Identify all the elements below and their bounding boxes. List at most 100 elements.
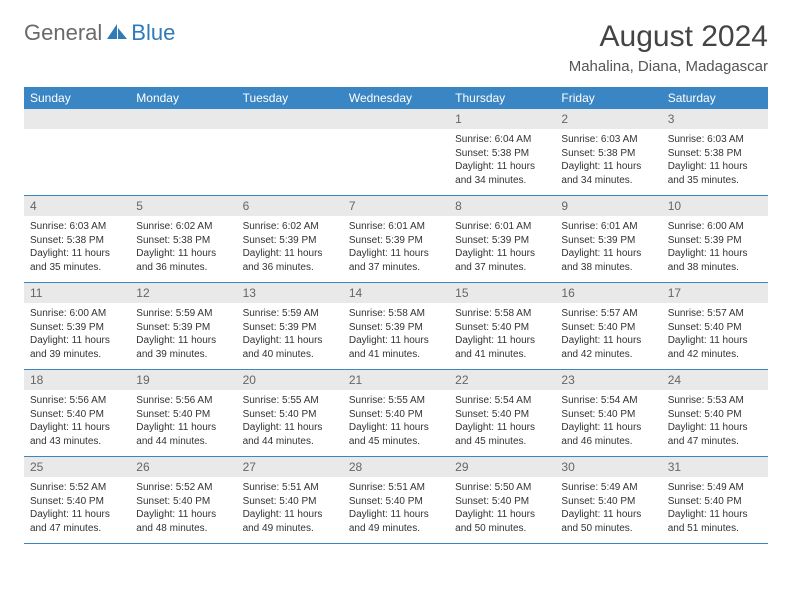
sunset-line: Sunset: 5:39 PM bbox=[455, 234, 549, 248]
day-number: 2 bbox=[555, 109, 661, 129]
day-cell: 27Sunrise: 5:51 AMSunset: 5:40 PMDayligh… bbox=[237, 457, 343, 543]
day-cell: 31Sunrise: 5:49 AMSunset: 5:40 PMDayligh… bbox=[662, 457, 768, 543]
day-cell: 22Sunrise: 5:54 AMSunset: 5:40 PMDayligh… bbox=[449, 370, 555, 456]
sunrise-line: Sunrise: 5:49 AM bbox=[561, 481, 655, 495]
day-content: Sunrise: 5:49 AMSunset: 5:40 PMDaylight:… bbox=[555, 477, 661, 541]
day-content: Sunrise: 5:59 AMSunset: 5:39 PMDaylight:… bbox=[237, 303, 343, 367]
day-cell: 10Sunrise: 6:00 AMSunset: 5:39 PMDayligh… bbox=[662, 196, 768, 282]
daylight-line: Daylight: 11 hours and 41 minutes. bbox=[349, 334, 443, 361]
day-number: 12 bbox=[130, 283, 236, 303]
daylight-line: Daylight: 11 hours and 43 minutes. bbox=[30, 421, 124, 448]
day-number bbox=[24, 109, 130, 129]
day-content: Sunrise: 6:01 AMSunset: 5:39 PMDaylight:… bbox=[343, 216, 449, 280]
day-cell: 24Sunrise: 5:53 AMSunset: 5:40 PMDayligh… bbox=[662, 370, 768, 456]
daylight-line: Daylight: 11 hours and 38 minutes. bbox=[561, 247, 655, 274]
daylight-line: Daylight: 11 hours and 45 minutes. bbox=[349, 421, 443, 448]
day-number: 15 bbox=[449, 283, 555, 303]
day-content: Sunrise: 5:57 AMSunset: 5:40 PMDaylight:… bbox=[555, 303, 661, 367]
week-row: 11Sunrise: 6:00 AMSunset: 5:39 PMDayligh… bbox=[24, 283, 768, 370]
daylight-line: Daylight: 11 hours and 35 minutes. bbox=[668, 160, 762, 187]
day-cell: 20Sunrise: 5:55 AMSunset: 5:40 PMDayligh… bbox=[237, 370, 343, 456]
day-cell: 13Sunrise: 5:59 AMSunset: 5:39 PMDayligh… bbox=[237, 283, 343, 369]
day-cell: 16Sunrise: 5:57 AMSunset: 5:40 PMDayligh… bbox=[555, 283, 661, 369]
daylight-line: Daylight: 11 hours and 40 minutes. bbox=[243, 334, 337, 361]
daylight-line: Daylight: 11 hours and 42 minutes. bbox=[668, 334, 762, 361]
day-content: Sunrise: 5:59 AMSunset: 5:39 PMDaylight:… bbox=[130, 303, 236, 367]
daylight-line: Daylight: 11 hours and 47 minutes. bbox=[30, 508, 124, 535]
day-number: 21 bbox=[343, 370, 449, 390]
weekday-label: Saturday bbox=[662, 87, 768, 109]
sunrise-line: Sunrise: 5:51 AM bbox=[349, 481, 443, 495]
day-content: Sunrise: 5:52 AMSunset: 5:40 PMDaylight:… bbox=[24, 477, 130, 541]
sunrise-line: Sunrise: 6:02 AM bbox=[136, 220, 230, 234]
weekday-header: Sunday Monday Tuesday Wednesday Thursday… bbox=[24, 87, 768, 109]
sunrise-line: Sunrise: 5:53 AM bbox=[668, 394, 762, 408]
day-cell: 2Sunrise: 6:03 AMSunset: 5:38 PMDaylight… bbox=[555, 109, 661, 195]
day-number bbox=[130, 109, 236, 129]
day-content: Sunrise: 6:01 AMSunset: 5:39 PMDaylight:… bbox=[449, 216, 555, 280]
weekday-label: Tuesday bbox=[237, 87, 343, 109]
day-cell: 18Sunrise: 5:56 AMSunset: 5:40 PMDayligh… bbox=[24, 370, 130, 456]
sunrise-line: Sunrise: 6:00 AM bbox=[668, 220, 762, 234]
daylight-line: Daylight: 11 hours and 37 minutes. bbox=[349, 247, 443, 274]
day-content: Sunrise: 5:55 AMSunset: 5:40 PMDaylight:… bbox=[343, 390, 449, 454]
day-content: Sunrise: 5:54 AMSunset: 5:40 PMDaylight:… bbox=[555, 390, 661, 454]
calendar: Sunday Monday Tuesday Wednesday Thursday… bbox=[24, 87, 768, 544]
day-cell bbox=[130, 109, 236, 195]
sunset-line: Sunset: 5:40 PM bbox=[455, 495, 549, 509]
weekday-label: Sunday bbox=[24, 87, 130, 109]
sunrise-line: Sunrise: 5:52 AM bbox=[136, 481, 230, 495]
daylight-line: Daylight: 11 hours and 41 minutes. bbox=[455, 334, 549, 361]
day-content: Sunrise: 6:04 AMSunset: 5:38 PMDaylight:… bbox=[449, 129, 555, 193]
day-number bbox=[343, 109, 449, 129]
sunset-line: Sunset: 5:40 PM bbox=[349, 495, 443, 509]
sunrise-line: Sunrise: 5:57 AM bbox=[668, 307, 762, 321]
sunset-line: Sunset: 5:40 PM bbox=[30, 495, 124, 509]
sunset-line: Sunset: 5:39 PM bbox=[136, 321, 230, 335]
day-number: 22 bbox=[449, 370, 555, 390]
sunrise-line: Sunrise: 5:56 AM bbox=[136, 394, 230, 408]
day-number: 29 bbox=[449, 457, 555, 477]
day-content: Sunrise: 5:58 AMSunset: 5:40 PMDaylight:… bbox=[449, 303, 555, 367]
day-cell: 29Sunrise: 5:50 AMSunset: 5:40 PMDayligh… bbox=[449, 457, 555, 543]
location: Mahalina, Diana, Madagascar bbox=[569, 58, 768, 75]
sunset-line: Sunset: 5:38 PM bbox=[30, 234, 124, 248]
day-number: 10 bbox=[662, 196, 768, 216]
daylight-line: Daylight: 11 hours and 44 minutes. bbox=[243, 421, 337, 448]
sunrise-line: Sunrise: 5:50 AM bbox=[455, 481, 549, 495]
daylight-line: Daylight: 11 hours and 50 minutes. bbox=[561, 508, 655, 535]
day-content: Sunrise: 5:50 AMSunset: 5:40 PMDaylight:… bbox=[449, 477, 555, 541]
sunrise-line: Sunrise: 6:01 AM bbox=[561, 220, 655, 234]
sunset-line: Sunset: 5:40 PM bbox=[243, 495, 337, 509]
sunset-line: Sunset: 5:40 PM bbox=[349, 408, 443, 422]
daylight-line: Daylight: 11 hours and 39 minutes. bbox=[136, 334, 230, 361]
day-number: 8 bbox=[449, 196, 555, 216]
sunrise-line: Sunrise: 5:52 AM bbox=[30, 481, 124, 495]
sunset-line: Sunset: 5:39 PM bbox=[561, 234, 655, 248]
day-number: 31 bbox=[662, 457, 768, 477]
week-row: 25Sunrise: 5:52 AMSunset: 5:40 PMDayligh… bbox=[24, 457, 768, 544]
daylight-line: Daylight: 11 hours and 34 minutes. bbox=[561, 160, 655, 187]
day-number: 4 bbox=[24, 196, 130, 216]
sunset-line: Sunset: 5:40 PM bbox=[136, 495, 230, 509]
week-row: 1Sunrise: 6:04 AMSunset: 5:38 PMDaylight… bbox=[24, 109, 768, 196]
day-number: 23 bbox=[555, 370, 661, 390]
day-number: 30 bbox=[555, 457, 661, 477]
day-content: Sunrise: 5:55 AMSunset: 5:40 PMDaylight:… bbox=[237, 390, 343, 454]
day-cell: 30Sunrise: 5:49 AMSunset: 5:40 PMDayligh… bbox=[555, 457, 661, 543]
day-number: 6 bbox=[237, 196, 343, 216]
day-cell: 14Sunrise: 5:58 AMSunset: 5:39 PMDayligh… bbox=[343, 283, 449, 369]
daylight-line: Daylight: 11 hours and 49 minutes. bbox=[243, 508, 337, 535]
sunset-line: Sunset: 5:40 PM bbox=[243, 408, 337, 422]
day-number: 17 bbox=[662, 283, 768, 303]
logo-sail-icon bbox=[106, 23, 128, 44]
day-cell: 8Sunrise: 6:01 AMSunset: 5:39 PMDaylight… bbox=[449, 196, 555, 282]
day-content: Sunrise: 5:58 AMSunset: 5:39 PMDaylight:… bbox=[343, 303, 449, 367]
day-number: 27 bbox=[237, 457, 343, 477]
day-number: 11 bbox=[24, 283, 130, 303]
day-number: 9 bbox=[555, 196, 661, 216]
day-cell: 1Sunrise: 6:04 AMSunset: 5:38 PMDaylight… bbox=[449, 109, 555, 195]
sunrise-line: Sunrise: 6:04 AM bbox=[455, 133, 549, 147]
sunset-line: Sunset: 5:39 PM bbox=[349, 321, 443, 335]
day-cell: 25Sunrise: 5:52 AMSunset: 5:40 PMDayligh… bbox=[24, 457, 130, 543]
